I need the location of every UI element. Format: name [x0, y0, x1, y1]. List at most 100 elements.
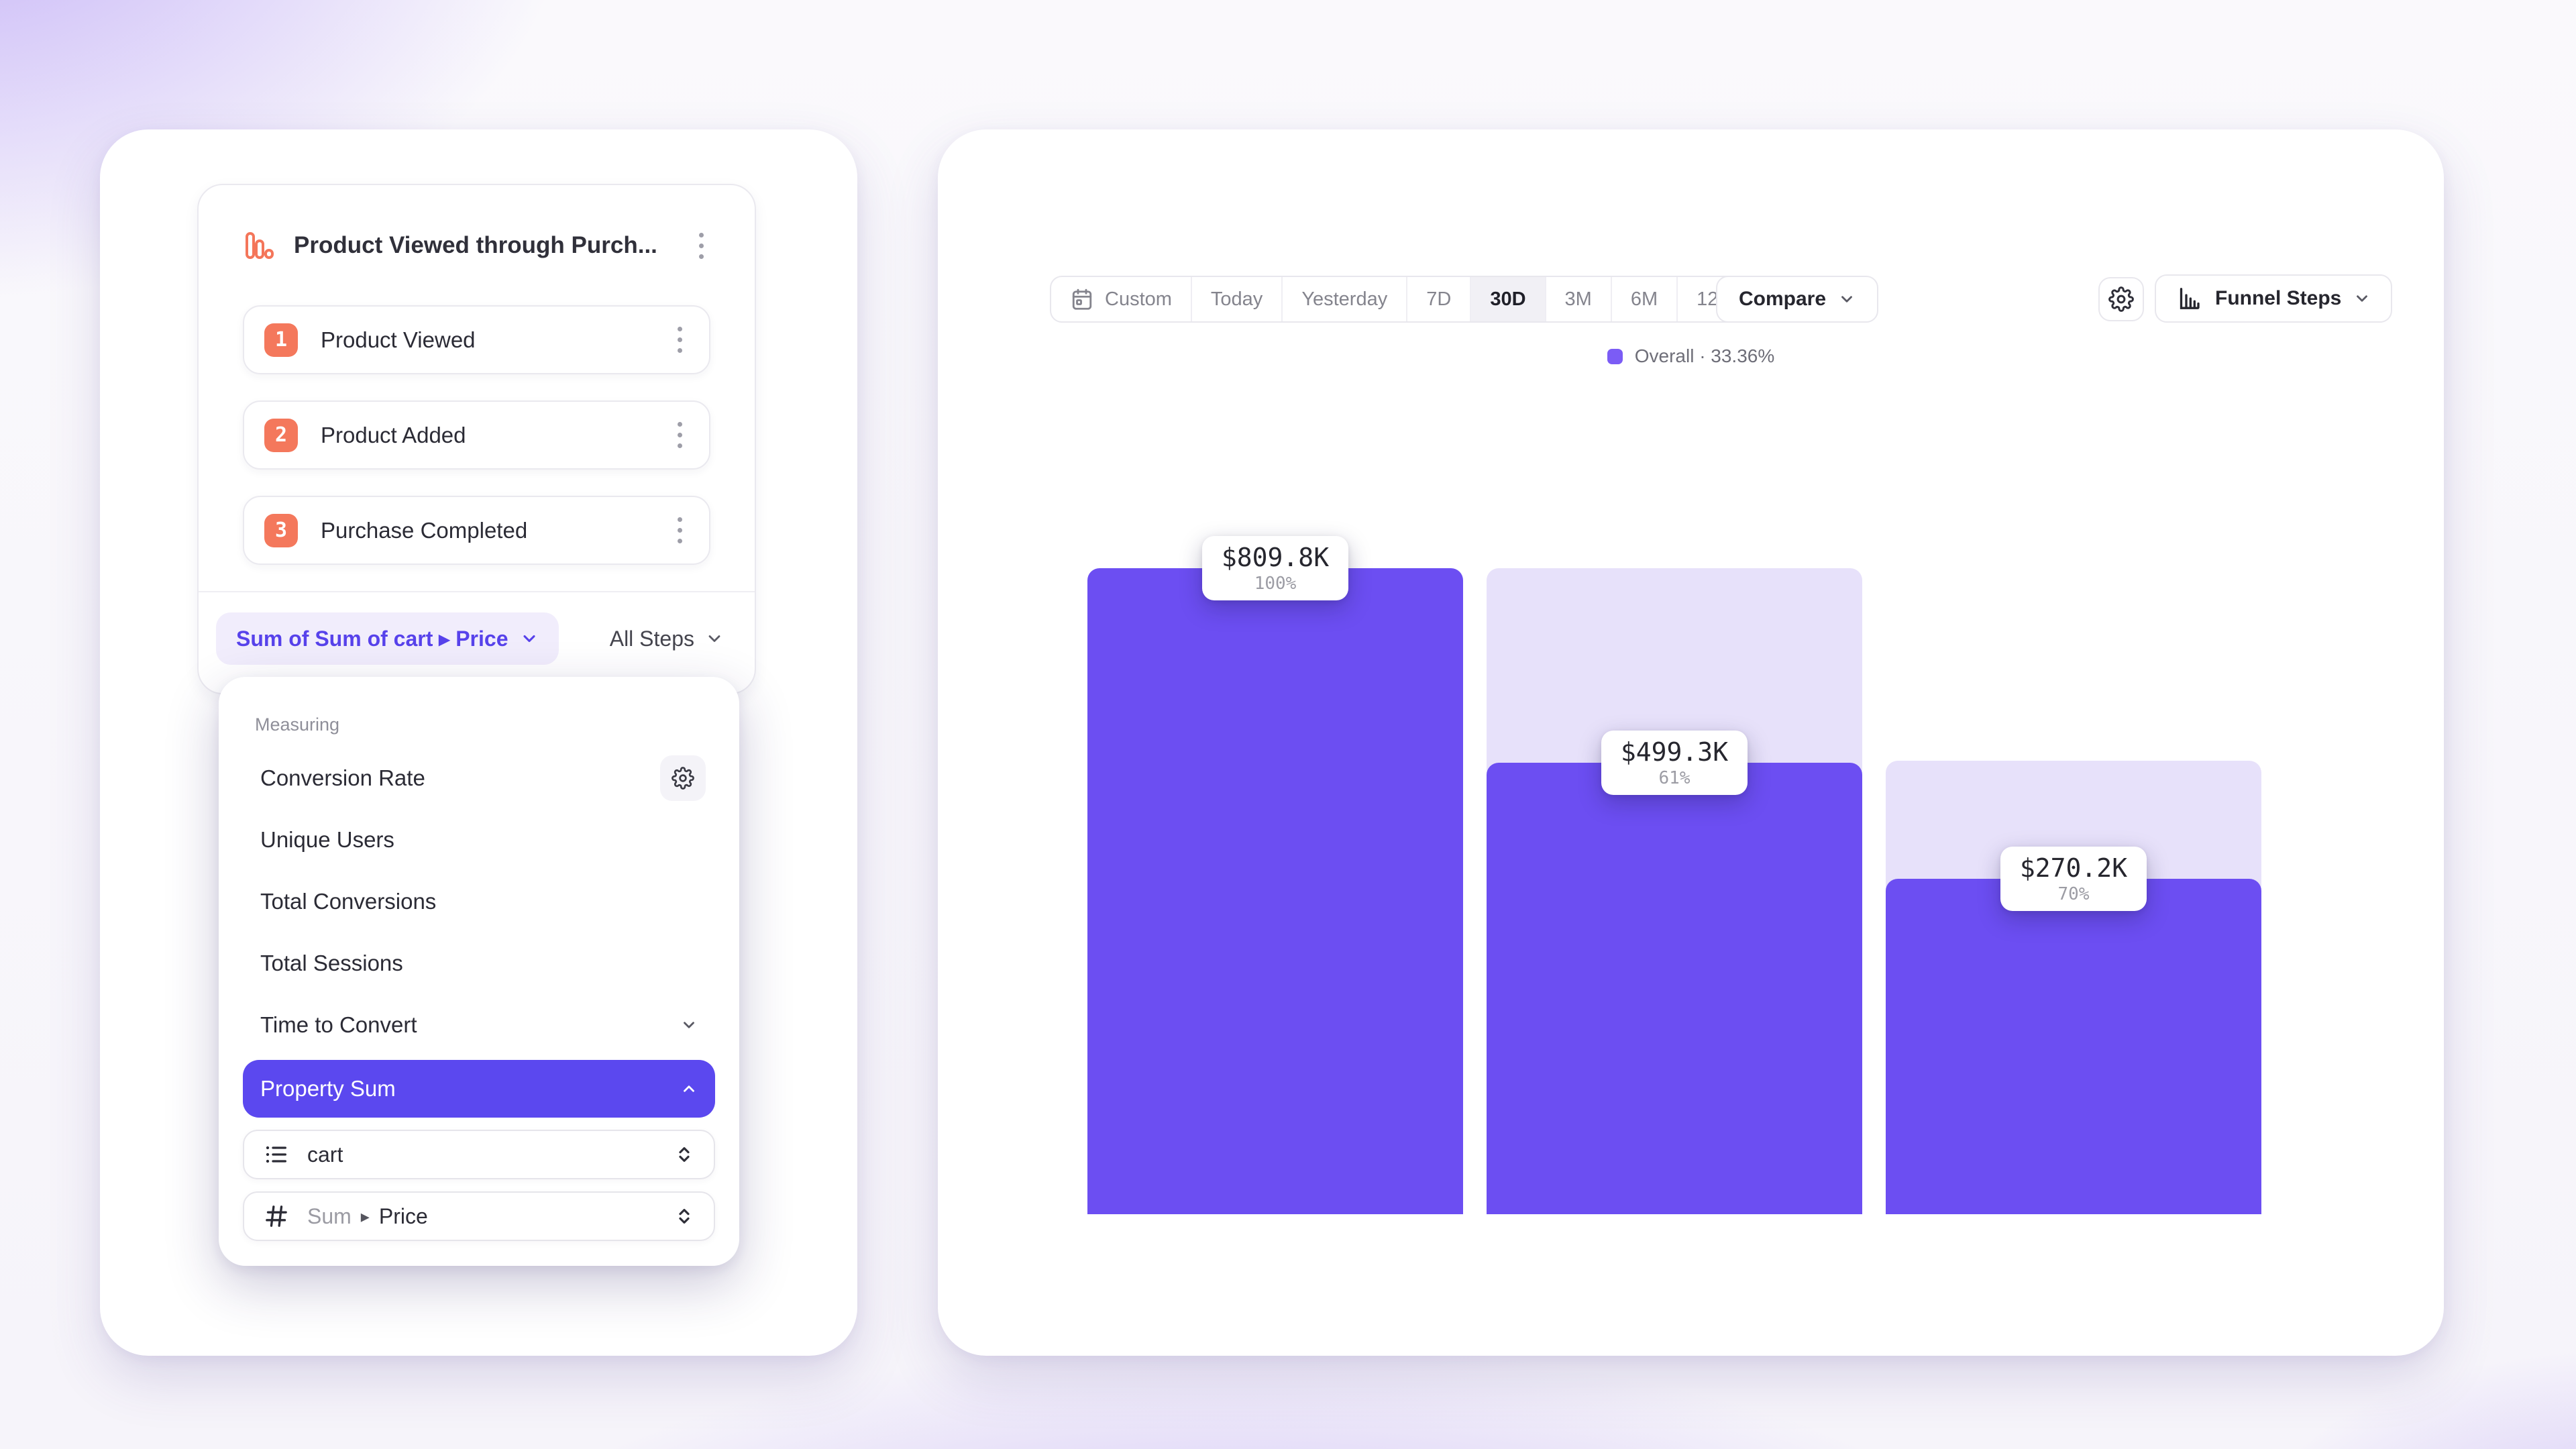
menu-item-label: Property Sum [260, 1076, 396, 1101]
chart-panel: CustomTodayYesterday7D30D3M6M12M Compare… [938, 129, 2444, 1356]
tooltip-value: $809.8K [1221, 543, 1330, 572]
range-option-label: 30D [1490, 288, 1526, 310]
menu-item-total-conversions[interactable]: Total Conversions [243, 871, 715, 932]
legend-label: Overall · 33.36% [1634, 345, 1775, 366]
step-row[interactable]: 3 Purchase Completed [243, 496, 710, 565]
range-option-label: 3M [1564, 288, 1592, 310]
tooltip-value: $270.2K [2019, 853, 2128, 883]
range-option-custom[interactable]: Custom [1051, 277, 1192, 321]
divider [199, 591, 755, 592]
all-steps-label: All Steps [609, 626, 694, 651]
select-updown-icon [674, 1205, 695, 1227]
tooltip-pct: 70% [2057, 884, 2090, 905]
view-selector-label: Funnel Steps [2215, 287, 2342, 309]
range-option-yesterday[interactable]: Yesterday [1283, 277, 1408, 321]
chevron-down-icon [520, 629, 539, 648]
tooltip-pct: 61% [1658, 767, 1690, 788]
bar-tooltip: $270.2K 70% [2000, 847, 2147, 912]
menu-item-label: Unique Users [260, 827, 394, 852]
range-option-label: Today [1210, 288, 1263, 310]
step-label: Purchase Completed [321, 517, 528, 543]
gear-icon[interactable] [660, 755, 706, 801]
property-select-value: cart [307, 1142, 343, 1167]
range-option-30d[interactable]: 30D [1471, 277, 1546, 321]
range-option-today[interactable]: Today [1192, 277, 1283, 321]
menu-item-time-to-convert[interactable]: Time to Convert [243, 994, 715, 1056]
report-kebab-icon[interactable] [692, 229, 710, 263]
step-row[interactable]: 1 Product Viewed [243, 305, 710, 374]
legend[interactable]: Overall · 33.36% [938, 345, 2444, 367]
menu-items: Conversion Rate Unique Users Total Convers… [243, 747, 715, 1118]
gear-icon [2108, 286, 2134, 312]
menu-item-unique-users[interactable]: Unique Users [243, 809, 715, 871]
all-steps-dropdown[interactable]: All Steps [607, 621, 727, 657]
chevron-up-icon [680, 1080, 698, 1097]
range-option-6m[interactable]: 6M [1612, 277, 1678, 321]
menu-item-total-sessions[interactable]: Total Sessions [243, 932, 715, 994]
bar-tooltip: $499.3K 61% [1601, 730, 1748, 795]
chevron-down-icon [1838, 290, 1856, 308]
list-icon [263, 1141, 290, 1168]
menu-item-label: Total Sessions [260, 951, 403, 975]
funnel-chart-icon [243, 229, 275, 262]
range-option-label: Yesterday [1301, 288, 1388, 310]
menu-item-label: Time to Convert [260, 1012, 417, 1037]
funnel-plot: $809.8K 100% $499.3K 61% $270.2K 70% [1087, 536, 2261, 1214]
bar-chart-icon [2176, 285, 2203, 312]
chart-settings-button[interactable] [2098, 277, 2144, 321]
step-label: Product Added [321, 422, 466, 447]
step-badge: 2 [264, 418, 298, 452]
chevron-down-icon [680, 1016, 698, 1034]
date-range-control: CustomTodayYesterday7D30D3M6M12M [1050, 276, 1755, 323]
view-selector-button[interactable]: Funnel Steps [2155, 274, 2393, 323]
steps-list: 1 Product Viewed 2 Product Added 3 Purchase C… [243, 305, 710, 565]
bar-solid [1487, 762, 1862, 1214]
funnel-builder-card: Product Viewed through Purch... 1 Product… [197, 184, 756, 694]
step-row[interactable]: 2 Product Added [243, 400, 710, 470]
range-option-7d[interactable]: 7D [1407, 277, 1472, 321]
step-kebab-icon[interactable] [671, 323, 689, 357]
funnel-bar[interactable]: $809.8K 100% [1087, 536, 1463, 1214]
compare-label: Compare [1739, 288, 1827, 310]
hash-icon [263, 1203, 290, 1230]
compare-button[interactable]: Compare [1716, 276, 1879, 323]
menu-item-property-sum[interactable]: Property Sum [243, 1060, 715, 1118]
metric-row: Sum of Sum of cart ▸ Price All Steps [216, 612, 727, 665]
step-badge: 1 [264, 323, 298, 357]
report-title-row: Product Viewed through Purch... [243, 219, 710, 272]
menu-item-label: Total Conversions [260, 889, 437, 914]
step-kebab-icon[interactable] [671, 513, 689, 547]
funnel-builder-panel: Product Viewed through Purch... 1 Product… [100, 129, 857, 1356]
tooltip-value: $499.3K [1620, 737, 1729, 767]
bar-solid [1886, 879, 2261, 1214]
funnel-bar[interactable]: $499.3K 61% [1487, 568, 1862, 1214]
chevron-down-icon [705, 629, 724, 648]
bar-solid [1087, 568, 1463, 1214]
sum-metric-pill[interactable]: Sum of Sum of cart ▸ Price [216, 612, 559, 665]
menu-section-label: Measuring [255, 714, 340, 735]
chevron-down-icon [2353, 290, 2371, 307]
range-option-3m[interactable]: 3M [1546, 277, 1612, 321]
bar-tooltip: $809.8K 100% [1202, 536, 1348, 600]
step-label: Product Viewed [321, 327, 476, 352]
range-option-label: 7D [1426, 288, 1452, 310]
select-updown-icon [674, 1144, 695, 1165]
aggregation-value: Price [378, 1203, 428, 1228]
aggregation-select[interactable]: Sum ▸ Price [243, 1191, 715, 1241]
range-option-label: 6M [1630, 288, 1658, 310]
legend-swatch [1607, 348, 1623, 364]
menu-item-label: Conversion Rate [260, 765, 425, 790]
tooltip-pct: 100% [1254, 574, 1297, 594]
cart-property-select[interactable]: cart [243, 1130, 715, 1179]
range-option-label: Custom [1105, 288, 1172, 310]
funnel-bar[interactable]: $270.2K 70% [1886, 568, 2261, 1214]
step-kebab-icon[interactable] [671, 418, 689, 452]
menu-item-conversion-rate[interactable]: Conversion Rate [243, 747, 715, 809]
calendar-icon [1070, 287, 1094, 311]
aggregation-prefix: Sum [307, 1203, 352, 1228]
report-title: Product Viewed through Purch... [294, 232, 657, 258]
breadcrumb-arrow: ▸ [360, 1205, 370, 1226]
step-badge: 3 [264, 513, 298, 547]
measuring-menu: Measuring Conversion Rate Unique Users Tot… [219, 677, 739, 1266]
